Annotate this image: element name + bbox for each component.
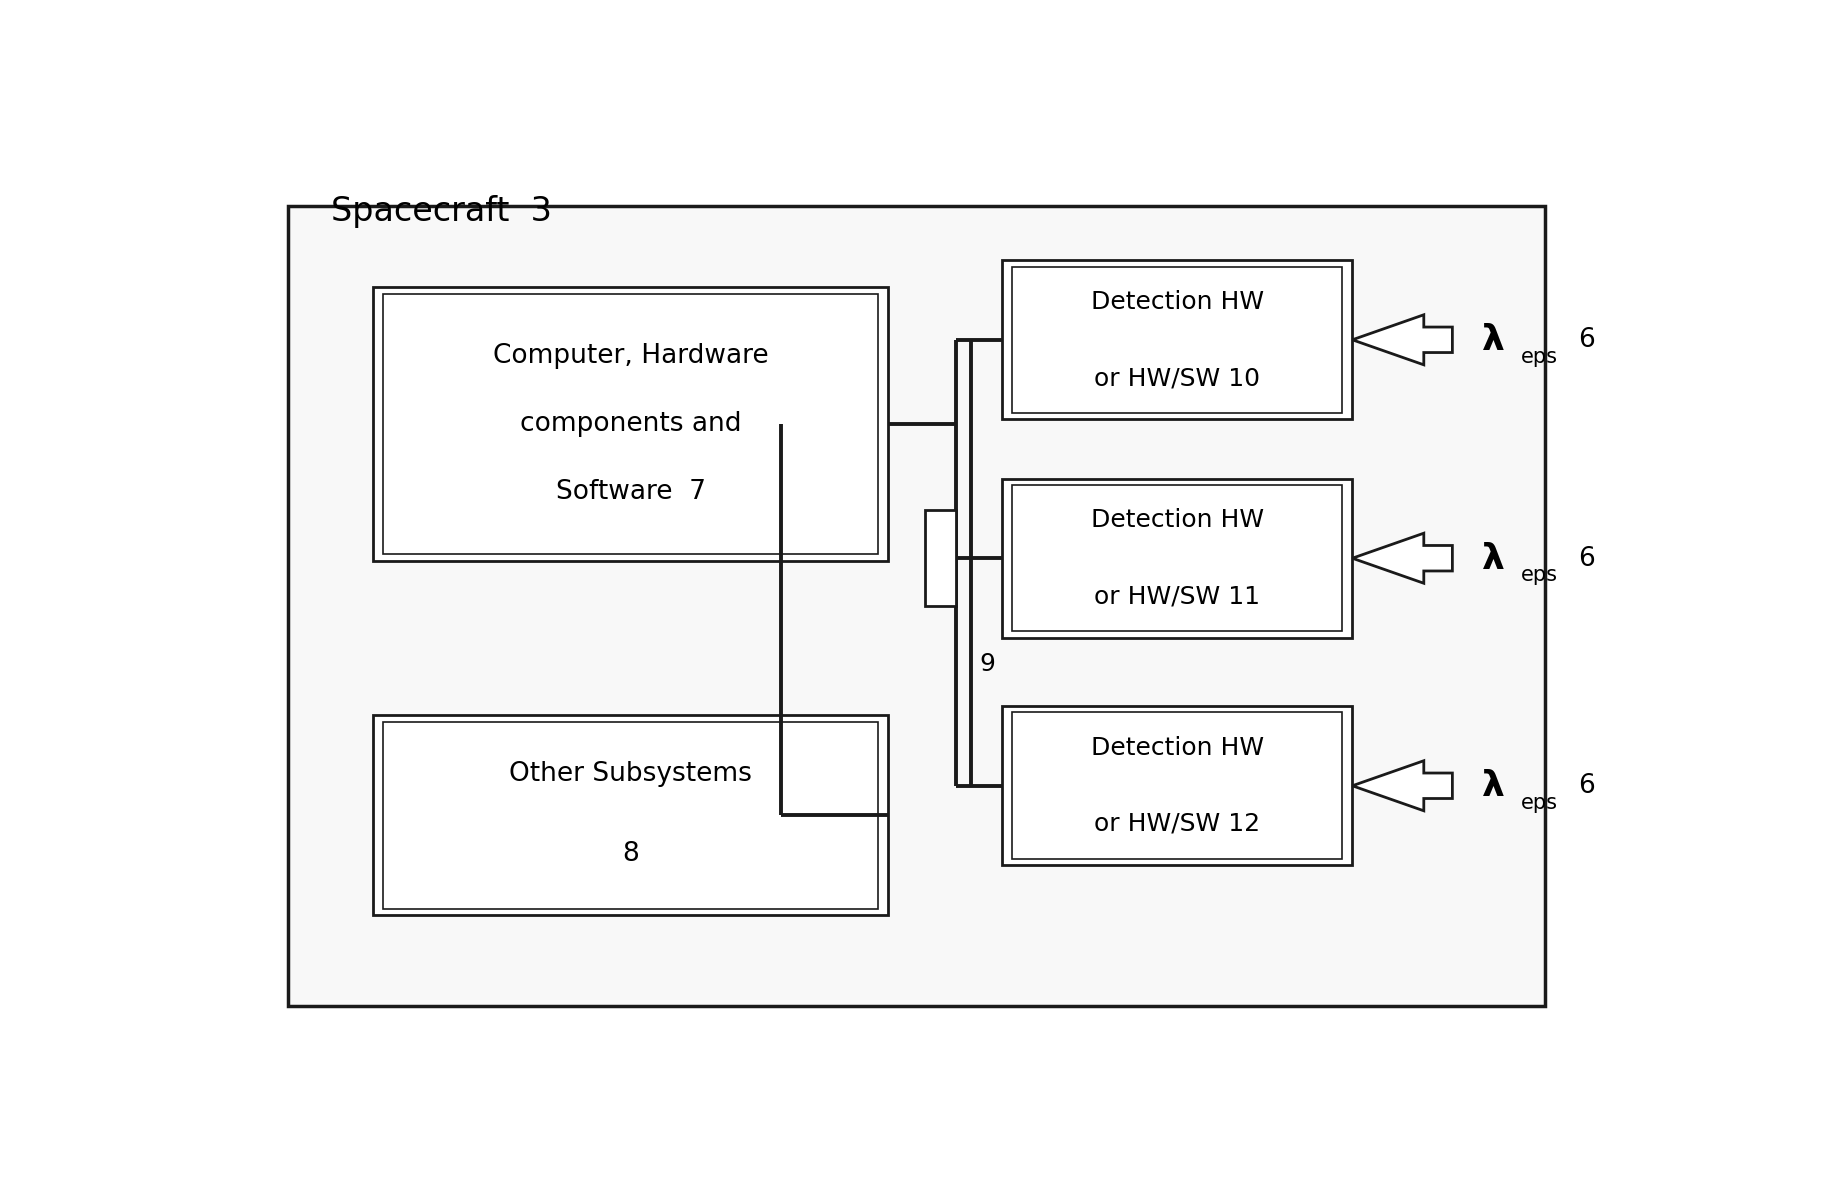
Text: $\boldsymbol{\lambda}$: $\boldsymbol{\lambda}$ [1481, 323, 1505, 357]
Text: Detection HW: Detection HW [1090, 290, 1263, 313]
FancyBboxPatch shape [384, 294, 878, 554]
Text: 6: 6 [1578, 546, 1595, 572]
Text: Detection HW: Detection HW [1090, 508, 1263, 532]
FancyBboxPatch shape [1012, 266, 1342, 413]
Text: $\boldsymbol{\lambda}$: $\boldsymbol{\lambda}$ [1481, 769, 1505, 804]
Text: or HW/SW 11: or HW/SW 11 [1093, 584, 1259, 609]
FancyBboxPatch shape [384, 721, 878, 909]
FancyBboxPatch shape [1003, 706, 1352, 865]
Text: Other Subsystems: Other Subsystems [509, 761, 752, 787]
Text: 6: 6 [1578, 773, 1595, 799]
Text: eps: eps [1521, 565, 1558, 585]
Text: Detection HW: Detection HW [1090, 735, 1263, 760]
Text: 8: 8 [621, 840, 640, 866]
Polygon shape [1352, 533, 1453, 583]
Text: Computer, Hardware: Computer, Hardware [492, 343, 769, 369]
Text: 9: 9 [979, 651, 996, 676]
Text: or HW/SW 12: or HW/SW 12 [1093, 812, 1259, 836]
Text: Spacecraft  3: Spacecraft 3 [330, 195, 551, 228]
FancyBboxPatch shape [1003, 260, 1352, 420]
FancyBboxPatch shape [1012, 485, 1342, 631]
FancyBboxPatch shape [1003, 479, 1352, 638]
FancyBboxPatch shape [372, 715, 887, 915]
Text: 6: 6 [1578, 327, 1595, 353]
Text: Software  7: Software 7 [555, 479, 706, 505]
FancyBboxPatch shape [926, 511, 957, 606]
Text: or HW/SW 10: or HW/SW 10 [1093, 366, 1259, 390]
FancyBboxPatch shape [372, 287, 887, 560]
Text: $\boldsymbol{\lambda}$: $\boldsymbol{\lambda}$ [1481, 541, 1505, 576]
Text: eps: eps [1521, 793, 1558, 812]
Text: eps: eps [1521, 346, 1558, 366]
Polygon shape [1352, 314, 1453, 365]
Polygon shape [1352, 761, 1453, 811]
FancyBboxPatch shape [288, 206, 1545, 1007]
FancyBboxPatch shape [1012, 713, 1342, 859]
Text: components and: components and [520, 411, 741, 437]
